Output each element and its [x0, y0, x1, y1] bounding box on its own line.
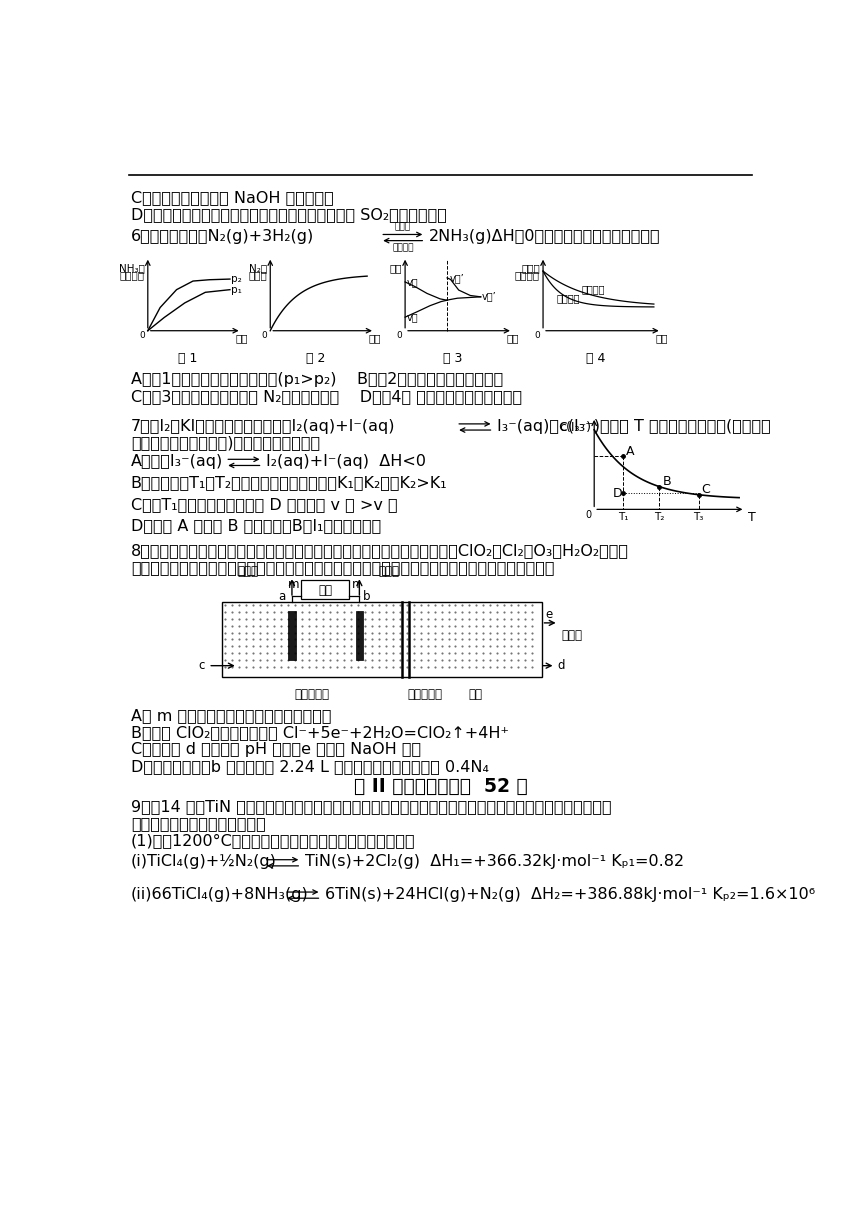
Text: 有催化剂: 有催化剂 — [556, 293, 580, 303]
Text: C: C — [702, 483, 710, 496]
Text: 体积分数: 体积分数 — [120, 270, 144, 280]
Text: 第 II 卷（非选择题）  52 分: 第 II 卷（非选择题） 52 分 — [353, 777, 528, 796]
Text: D: D — [612, 486, 622, 500]
Text: 0: 0 — [396, 332, 402, 340]
Text: D．富集溨一般先用空气和水蒸气吹出单质溨，再用 SO₂将其还原吸收: D．富集溨一般先用空气和水蒸气吹出单质溨，再用 SO₂将其还原吸收 — [131, 208, 446, 223]
Text: N₂的: N₂的 — [249, 263, 267, 272]
Text: 7．某I₂、KI混合溶液中存在平衡：I₂(aq)+I⁻(aq): 7．某I₂、KI混合溶液中存在平衡：I₂(aq)+I⁻(aq) — [131, 418, 396, 433]
Text: e: e — [545, 608, 553, 620]
Text: A．反应I₃⁻(aq): A．反应I₃⁻(aq) — [131, 454, 223, 469]
Bar — [355, 610, 363, 660]
Text: 离子交换膜: 离子交换膜 — [408, 688, 442, 700]
Text: 0: 0 — [261, 332, 267, 340]
Text: v正’: v正’ — [450, 272, 464, 283]
Text: d: d — [557, 659, 564, 672]
Text: 温度: 温度 — [369, 333, 381, 343]
Text: 时间: 时间 — [507, 333, 519, 343]
Text: p₂: p₂ — [231, 274, 243, 285]
Bar — [222, 602, 542, 677]
Text: T₁: T₁ — [618, 512, 629, 523]
Text: 图 4: 图 4 — [586, 353, 605, 365]
Text: v逆’: v逆’ — [482, 291, 496, 300]
Text: T₃: T₃ — [693, 512, 703, 523]
Text: 0: 0 — [585, 511, 591, 520]
Text: T₂: T₂ — [654, 512, 665, 523]
Bar — [301, 580, 349, 598]
Text: 8．某二氧化氯复合消毒剂发生器的工作原理如图所示。通电后，产生成分为ClO₂、Cl₂、O₃、H₂O₂的混合: 8．某二氧化氯复合消毒剂发生器的工作原理如图所示。通电后，产生成分为ClO₂、C… — [131, 544, 629, 558]
Text: A． m 端为电源正极，隔膜为阴离子交换膜: A． m 端为电源正极，隔膜为阴离子交换膜 — [131, 708, 331, 724]
Text: B: B — [662, 475, 671, 489]
Text: 催化剂: 催化剂 — [395, 223, 411, 231]
Text: 体总压强: 体总压强 — [515, 270, 540, 280]
Text: C．若T₁时，反应进行到状态 D 时，一定 v 正 >v 逆: C．若T₁时，反应进行到状态 D 时，一定 v 正 >v 逆 — [131, 497, 397, 512]
Text: 溶液丙: 溶液丙 — [562, 629, 583, 642]
Text: 饱和食盐水: 饱和食盐水 — [295, 688, 329, 700]
Text: 何一点都表示平衡状态)。下列说法正确的是: 何一点都表示平衡状态)。下列说法正确的是 — [131, 435, 320, 450]
Text: B．产生 ClO₂的电极反应式为 Cl⁻+5e⁻+2H₂O=ClO₂↑+4H⁺: B．产生 ClO₂的电极反应式为 Cl⁻+5e⁻+2H₂O=ClO₂↑+4H⁺ — [131, 725, 509, 741]
Text: 电源: 电源 — [318, 584, 332, 597]
Text: 2NH₃(g)ΔH＜0，研究的目的和图示相符的是: 2NH₃(g)ΔH＜0，研究的目的和图示相符的是 — [429, 229, 660, 244]
Text: 气体甲: 气体甲 — [237, 565, 259, 578]
Text: m: m — [287, 579, 299, 591]
Text: 制备氮化馒。请回答下列问题：: 制备氮化馒。请回答下列问题： — [131, 816, 266, 831]
Text: 清水: 清水 — [469, 688, 482, 700]
Text: C．通电后 d 口在极室 pH 升高，e 口排出 NaOH 溶液: C．通电后 d 口在极室 pH 升高，e 口排出 NaOH 溶液 — [131, 742, 421, 756]
Text: 速率: 速率 — [390, 263, 402, 272]
Text: I₃⁻(aq)，c(I₃⁻)与温度 T 的关系如下图所示(曲线上任: I₃⁻(aq)，c(I₃⁻)与温度 T 的关系如下图所示(曲线上任 — [497, 418, 771, 433]
Text: 9．（14 分）TiN 具有良好的导电和导热性，可用于高温结构材料和超导材料。可利用化学气相沉积技术来: 9．（14 分）TiN 具有良好的导电和导热性，可用于高温结构材料和超导材料。可… — [131, 799, 611, 814]
Text: (1)已知1200°C下，三种制备氮化馒反应的热化学方程式：: (1)已知1200°C下，三种制备氮化馒反应的热化学方程式： — [131, 833, 415, 848]
Text: 图 2: 图 2 — [306, 353, 326, 365]
Text: TiN(s)+2Cl₂(g)  ΔH₁=+366.32kJ·mol⁻¹ Kₚ₁=0.82: TiN(s)+2Cl₂(g) ΔH₁=+366.32kJ·mol⁻¹ Kₚ₁=0… — [305, 855, 685, 869]
Text: c: c — [199, 659, 206, 672]
Text: v正: v正 — [407, 277, 418, 287]
Text: A．图1：研究压强对反应的影响(p₁>p₂)    B．图2：研究温度对反应的影响: A．图1：研究压强对反应的影响(p₁>p₂) B．图2：研究温度对反应的影响 — [131, 372, 503, 388]
Text: NH₃的: NH₃的 — [119, 263, 144, 272]
Text: 图 3: 图 3 — [443, 353, 462, 365]
Text: D．状态 A 与状态 B 相比，状态B时I₁的转化率更高: D．状态 A 与状态 B 相比，状态B时I₁的转化率更高 — [131, 518, 381, 534]
Text: b: b — [363, 590, 371, 603]
Text: D．标准状况下，b 口每收集到 2.24 L 气体乙，电路中转移电子 0.4N₄: D．标准状况下，b 口每收集到 2.24 L 气体乙，电路中转移电子 0.4N₄ — [131, 759, 488, 773]
Text: 时间: 时间 — [655, 333, 668, 343]
Text: A: A — [626, 445, 635, 458]
Text: 混合气: 混合气 — [521, 263, 540, 272]
Text: (i)TiCl₄(g)+½N₂(g): (i)TiCl₄(g)+½N₂(g) — [131, 855, 277, 869]
Text: v逆: v逆 — [407, 313, 418, 322]
Text: c(I₃⁻): c(I₃⁻) — [559, 421, 591, 434]
Text: 6．对于可逆反应N₂(g)+3H₂(g): 6．对于可逆反应N₂(g)+3H₂(g) — [131, 229, 314, 244]
Text: 图 1: 图 1 — [178, 353, 198, 365]
Text: 0: 0 — [534, 332, 540, 340]
Text: 0: 0 — [139, 332, 144, 340]
Text: 6TiN(s)+24HCl(g)+N₂(g)  ΔH₂=+386.88kJ·mol⁻¹ Kₚ₂=1.6×10⁶: 6TiN(s)+24HCl(g)+N₂(g) ΔH₂=+386.88kJ·mol… — [325, 886, 815, 901]
Text: 无催化剂: 无催化剂 — [582, 285, 605, 294]
Text: C．图3：研究平衡体系增加 N₂对反应的影响    D．图4： 研究催化剂对反应的影响: C．图3：研究平衡体系增加 N₂对反应的影响 D．图4： 研究催化剂对反应的影响 — [131, 389, 522, 404]
Text: B．若温度为T₁、T₂，对应的平衡常数分别为K₁、K₂，则K₂>K₁: B．若温度为T₁、T₂，对应的平衡常数分别为K₁、K₂，则K₂>K₁ — [131, 475, 447, 490]
Text: 气体甲，被水吸收后可制得具有更强的广谱杀菌灭毒能力的二氧化氯复合消毒剂。下列说法正确的是: 气体甲，被水吸收后可制得具有更强的广谱杀菌灭毒能力的二氧化氯复合消毒剂。下列说法… — [131, 561, 554, 575]
Bar — [288, 610, 296, 660]
Text: 气体乙: 气体乙 — [378, 565, 400, 578]
Text: a: a — [279, 590, 286, 603]
Text: 时间: 时间 — [236, 333, 248, 343]
Text: (ii)66TiCl₄(g)+8NH₃(g): (ii)66TiCl₄(g)+8NH₃(g) — [131, 886, 309, 901]
Text: 高温高压: 高温高压 — [392, 243, 414, 253]
Text: I₂(aq)+I⁻(aq)  ΔH<0: I₂(aq)+I⁻(aq) ΔH<0 — [267, 454, 427, 469]
Text: C．工业生产中常选用 NaOH 作为沉淠剂: C．工业生产中常选用 NaOH 作为沉淠剂 — [131, 191, 334, 206]
Text: 转化率: 转化率 — [249, 270, 267, 280]
Text: T: T — [747, 511, 755, 524]
Text: p₁: p₁ — [231, 285, 243, 294]
Text: n: n — [352, 579, 359, 591]
